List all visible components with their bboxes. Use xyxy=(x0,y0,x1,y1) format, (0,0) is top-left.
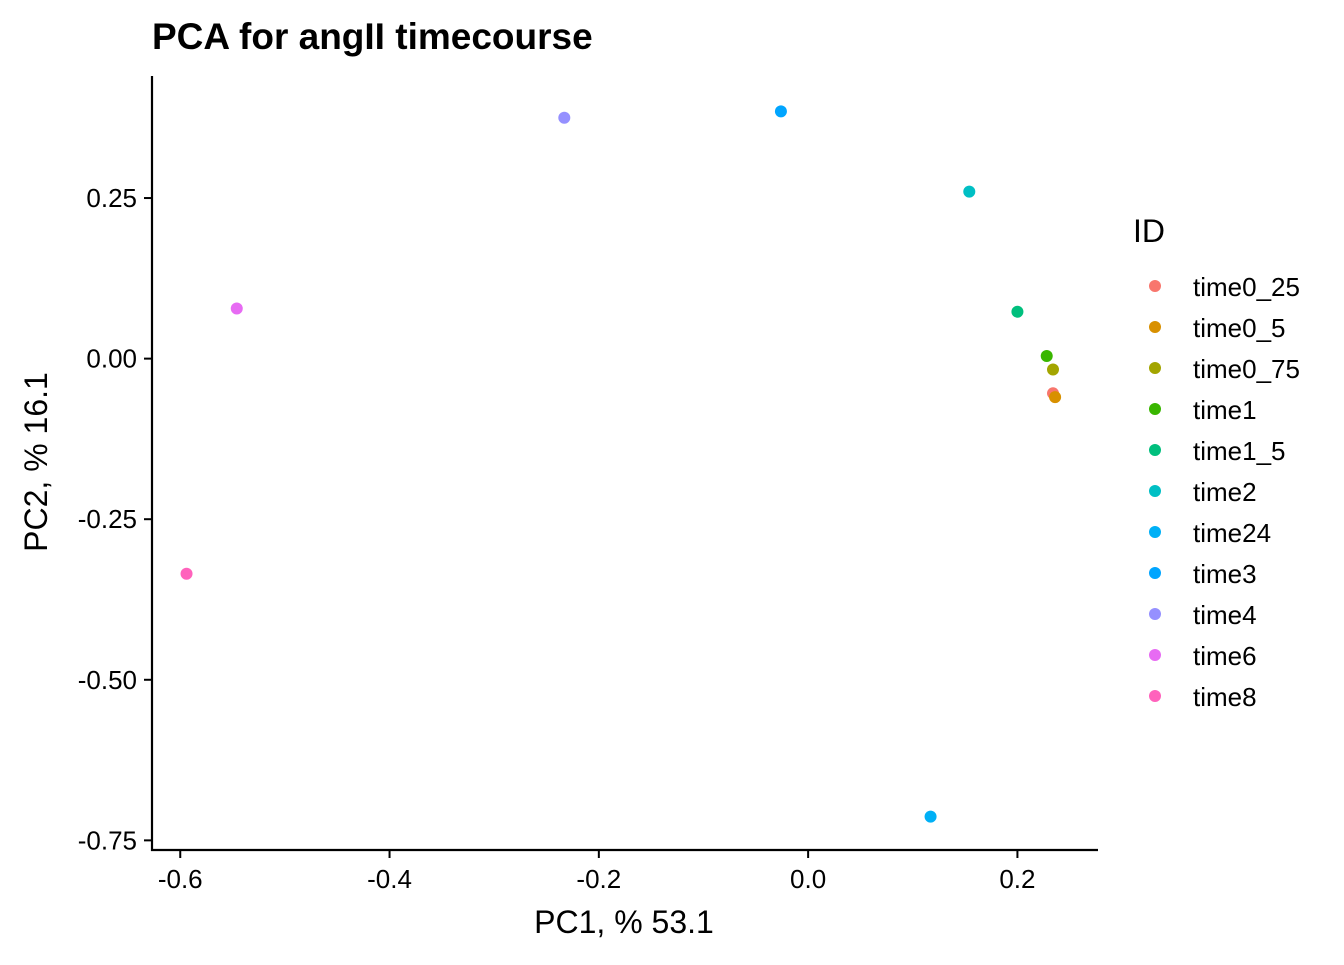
legend-label-time6: time6 xyxy=(1193,641,1257,671)
legend-key-time3 xyxy=(1149,567,1161,579)
data-point-time4 xyxy=(558,111,571,124)
x-tick-label: -0.6 xyxy=(158,864,203,894)
data-point-time2 xyxy=(963,185,976,198)
x-tick-label: -0.2 xyxy=(576,864,621,894)
x-axis-title: PC1, % 53.1 xyxy=(534,904,714,940)
data-point-time0_5 xyxy=(1049,391,1062,404)
legend-label-time0_25: time0_25 xyxy=(1193,272,1300,302)
legend-key-time4 xyxy=(1149,608,1161,620)
y-axis-title: PC2, % 16.1 xyxy=(18,372,54,552)
legend-key-time0_75 xyxy=(1149,362,1161,374)
y-tick-label: -0.50 xyxy=(78,665,137,695)
chart-title: PCA for angII timecourse xyxy=(152,16,593,57)
axes: -0.6 -0.4 -0.2 0.0 0.2 -0.75 -0.50 -0.25 0.00 0.2… xyxy=(78,76,1098,894)
data-point-time1_5 xyxy=(1011,305,1024,318)
legend-key-time8 xyxy=(1149,690,1161,702)
legend-label-time1_5: time1_5 xyxy=(1193,436,1286,466)
legend-key-time0_5 xyxy=(1149,321,1161,333)
legend-key-time0_25 xyxy=(1149,280,1161,292)
legend-key-time1_5 xyxy=(1149,444,1161,456)
x-tick-label: -0.4 xyxy=(367,864,412,894)
y-tick-label: -0.75 xyxy=(78,825,137,855)
y-tick-label: 0.25 xyxy=(86,183,137,213)
y-tick-label: -0.25 xyxy=(78,504,137,534)
legend-label-time4: time4 xyxy=(1193,600,1257,630)
legend-label-time3: time3 xyxy=(1193,559,1257,589)
legend-key-time2 xyxy=(1149,485,1161,497)
data-point-time1 xyxy=(1040,350,1053,363)
legend-label-time2: time2 xyxy=(1193,477,1257,507)
legend: ID time0_25 time0_5 time0_75 time1 time1_5ti… xyxy=(1133,213,1300,712)
y-tick-label: 0.00 xyxy=(86,344,137,374)
legend-label-time1: time1 xyxy=(1193,395,1257,425)
data-point-time0_75 xyxy=(1047,363,1060,376)
legend-key-time24 xyxy=(1149,526,1161,538)
legend-key-time6 xyxy=(1149,649,1161,661)
legend-title: ID xyxy=(1133,213,1165,249)
data-points xyxy=(180,105,1062,823)
data-point-time8 xyxy=(180,567,193,580)
legend-label-time0_5: time0_5 xyxy=(1193,313,1286,343)
data-point-time6 xyxy=(230,302,243,315)
legend-label-time0_75: time0_75 xyxy=(1193,354,1300,384)
data-point-time24 xyxy=(924,810,937,823)
legend-label-time24: time24 xyxy=(1193,518,1271,548)
data-point-time3 xyxy=(774,105,787,118)
x-tick-label: 0.2 xyxy=(999,864,1035,894)
legend-label-time8: time8 xyxy=(1193,682,1257,712)
x-tick-label: 0.0 xyxy=(790,864,826,894)
legend-key-time1 xyxy=(1149,403,1161,415)
